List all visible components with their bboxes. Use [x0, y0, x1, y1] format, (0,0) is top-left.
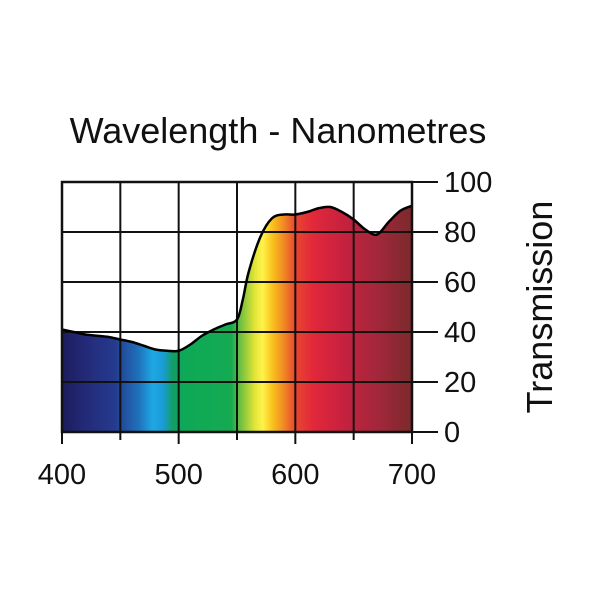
x-axis: 400 500 600 700: [38, 432, 436, 491]
chart-title: Wavelength - Nanometres: [70, 110, 487, 151]
y-tick-label: 100: [444, 167, 492, 199]
y-axis-label: Transmission: [519, 201, 560, 414]
x-tick-label: 600: [271, 459, 319, 491]
y-tick-label: 20: [444, 367, 476, 399]
y-tick-label: 40: [444, 317, 476, 349]
grid-lines: [62, 182, 412, 432]
y-tick-label: 0: [444, 417, 460, 449]
transmission-area: [62, 205, 412, 432]
y-tick-label: 60: [444, 267, 476, 299]
x-tick-label: 400: [38, 459, 86, 491]
transmission-curve: [61, 204, 413, 353]
x-tick-label: 500: [154, 459, 202, 491]
y-tick-label: 80: [444, 217, 476, 249]
x-tick-label: 700: [388, 459, 436, 491]
y-axis: 0 20 40 60 80 100: [412, 167, 492, 449]
